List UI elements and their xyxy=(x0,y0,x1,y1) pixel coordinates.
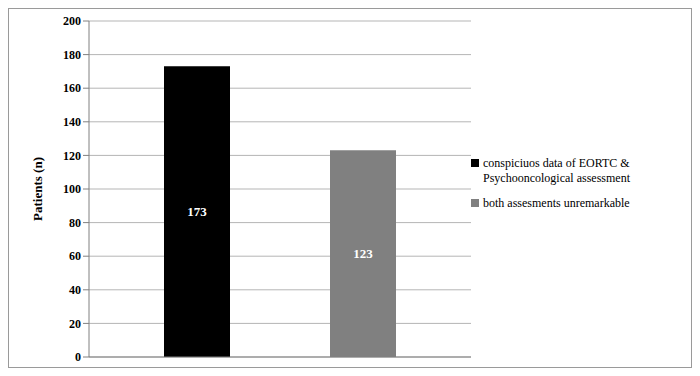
svg-text:100: 100 xyxy=(63,182,81,196)
svg-text:180: 180 xyxy=(63,48,81,62)
svg-text:123: 123 xyxy=(353,246,373,261)
svg-text:173: 173 xyxy=(187,204,207,219)
html-text:conspiciuos data of EORTC & Ps: conspiciuos data of EORTC & Psychooncolo… xyxy=(483,155,630,185)
svg-text:40: 40 xyxy=(69,283,81,297)
svg-text:20: 20 xyxy=(69,317,81,331)
svg-text:160: 160 xyxy=(63,81,81,95)
svg-text:80: 80 xyxy=(69,216,81,230)
html-text:both assesments unremarkable: both assesments unremarkable xyxy=(483,195,630,210)
svg-text:0: 0 xyxy=(75,350,81,364)
svg-text:140: 140 xyxy=(63,115,81,129)
svg-text:60: 60 xyxy=(69,249,81,263)
svg-text:120: 120 xyxy=(63,149,81,163)
svg-text:200: 200 xyxy=(63,14,81,28)
svg-text:Patients (n): Patients (n) xyxy=(30,157,45,221)
